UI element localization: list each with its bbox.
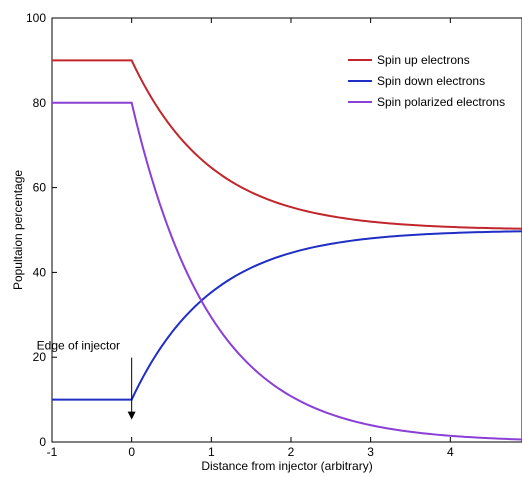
y-tick-label: 60	[33, 181, 47, 195]
series-line-3	[52, 101, 522, 441]
y-tick-label: 0	[39, 435, 46, 449]
x-tick-label: 1	[208, 445, 215, 459]
x-tick-label: 0	[128, 445, 135, 459]
y-tick-label: 20	[33, 350, 47, 364]
legend-label-2: Spin down electrons	[377, 74, 485, 88]
y-tick-label: 100	[26, 11, 46, 25]
x-tick-label: 2	[288, 445, 295, 459]
legend-label-1: Spin up electrons	[377, 53, 470, 67]
x-tick-label: 3	[367, 445, 374, 459]
annotation-text: Edge of injector	[37, 339, 120, 353]
series-line-1	[52, 59, 522, 230]
y-tick-label: 80	[33, 96, 47, 110]
x-tick-label: -1	[47, 445, 58, 459]
legend: Spin up electrons Spin down electrons Spin…	[348, 53, 505, 109]
series-lines	[52, 59, 522, 441]
series-line-2	[52, 230, 522, 401]
legend-label-3: Spin polarized electrons	[377, 95, 505, 109]
y-tick-label: 40	[33, 265, 47, 279]
x-tick-label: 4	[447, 445, 454, 459]
annotations: Edge of injector	[37, 339, 136, 420]
x-axis-label: Distance from injector (arbitrary)	[201, 459, 372, 473]
plot-frame	[51, 17, 522, 443]
y-axis-label: Popultaion percentage	[11, 170, 25, 290]
